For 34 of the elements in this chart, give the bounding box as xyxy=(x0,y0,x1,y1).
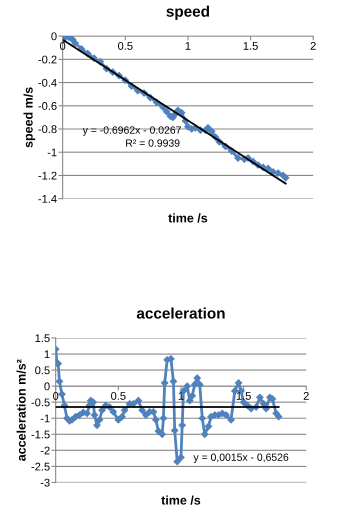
y-tick-label: -1 xyxy=(40,414,50,422)
x-tick-label: 1.5 xyxy=(244,42,258,50)
y-tick-label: -3 xyxy=(40,478,50,487)
y-tick-label: -1.5 xyxy=(31,430,50,438)
x-axis-title: time /s xyxy=(161,495,200,505)
chart-title: acceleration xyxy=(136,307,225,319)
y-tick-label: -1.4 xyxy=(38,195,57,203)
y-tick-label: 0 xyxy=(51,32,57,40)
y-axis-title: acceleration m/s² xyxy=(16,359,26,461)
x-tick-label: 0.5 xyxy=(111,392,126,400)
y-tick-label: 1 xyxy=(44,350,50,358)
annotation: y = -0.6962x - 0.0267 xyxy=(82,126,181,136)
x-tick-label: 1 xyxy=(186,42,190,50)
y-tick-label: -0.8 xyxy=(38,125,57,134)
y-tick-label: -0.4 xyxy=(38,78,57,87)
y-tick-label: -0.6 xyxy=(38,102,57,110)
x-axis-title: time /s xyxy=(168,213,208,223)
y-tick-label: 0 xyxy=(44,382,50,390)
y-tick-label: 0.5 xyxy=(35,366,50,374)
x-tick-label: 2 xyxy=(304,392,309,400)
y-tick-label: -2 xyxy=(40,446,50,454)
y-tick-label: -1 xyxy=(48,148,57,156)
y-tick-label: -0.2 xyxy=(38,56,57,64)
x-tick-label: 2 xyxy=(310,42,316,50)
y-axis-title: speed m/s xyxy=(24,87,36,148)
y-tick-label: -1.2 xyxy=(38,172,57,180)
chart-title: speed xyxy=(166,6,209,20)
y-tick-label: -2.5 xyxy=(31,462,50,471)
annotation: y = 0,0015x - 0,6526 xyxy=(194,454,288,463)
x-tick-label: 0 xyxy=(60,42,66,50)
x-tick-label: 0.5 xyxy=(118,42,133,50)
y-tick-label: 1.5 xyxy=(36,334,50,342)
y-tick-label: -0.5 xyxy=(31,398,50,406)
annotation: R² = 0.9939 xyxy=(126,139,180,147)
